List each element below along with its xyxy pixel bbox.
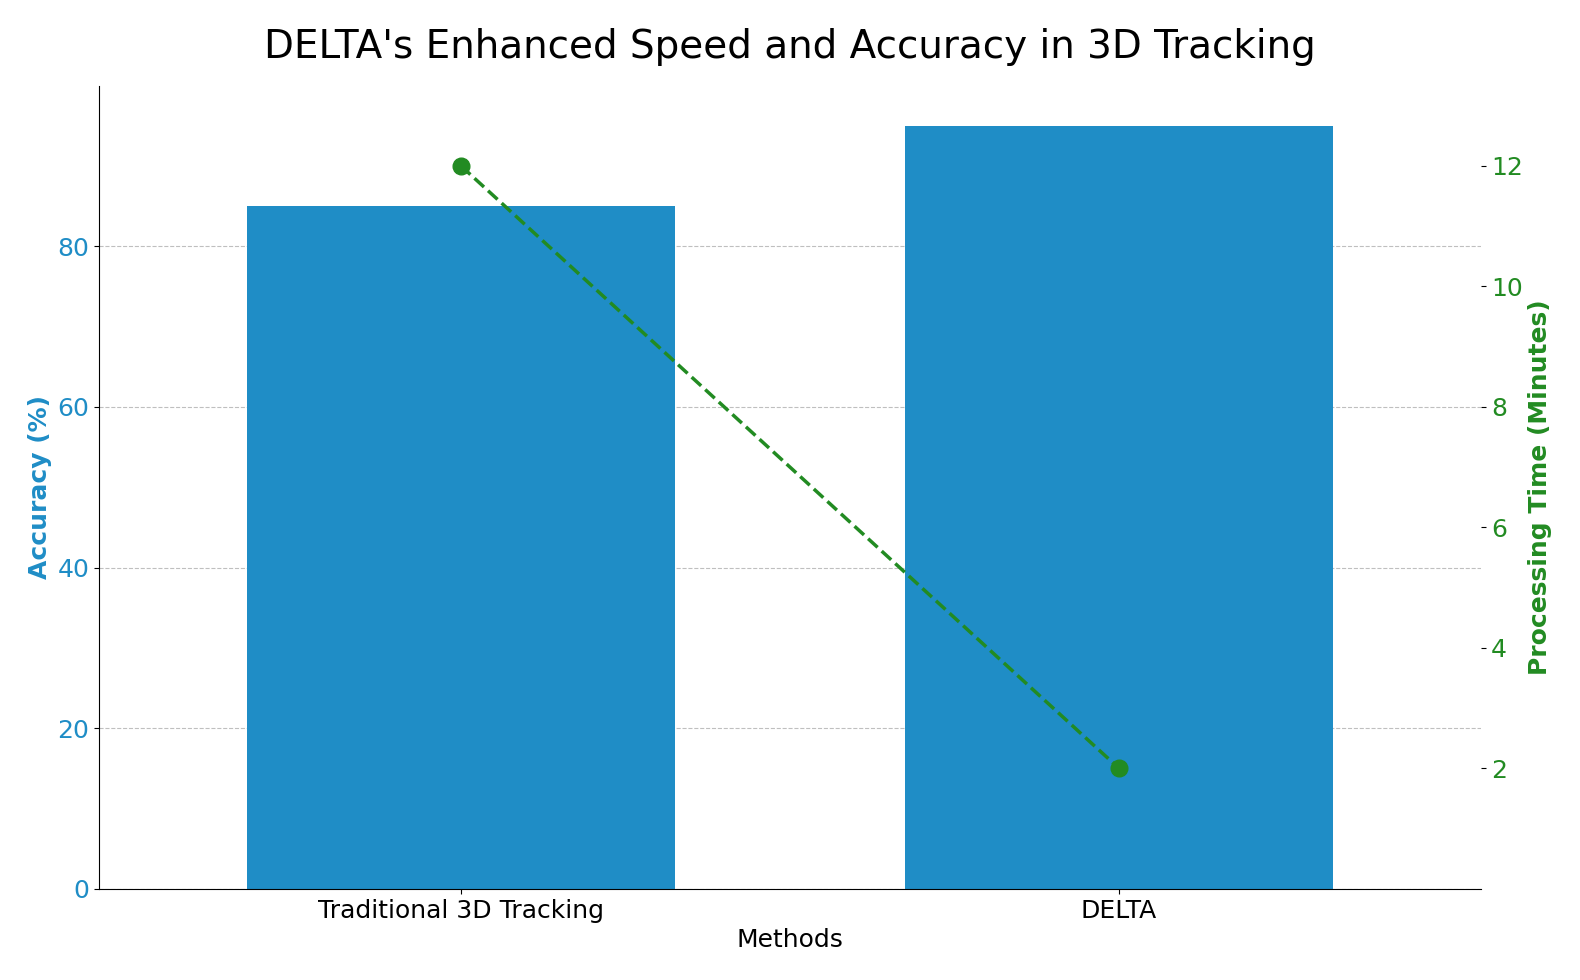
X-axis label: Methods: Methods: [736, 928, 844, 953]
Y-axis label: Processing Time (Minutes): Processing Time (Minutes): [1528, 300, 1552, 675]
Bar: [246, 206, 675, 889]
Bar: [905, 125, 1334, 889]
Y-axis label: Accuracy (%): Accuracy (%): [28, 395, 52, 579]
Title: DELTA's Enhanced Speed and Accuracy in 3D Tracking: DELTA's Enhanced Speed and Accuracy in 3…: [264, 27, 1316, 66]
